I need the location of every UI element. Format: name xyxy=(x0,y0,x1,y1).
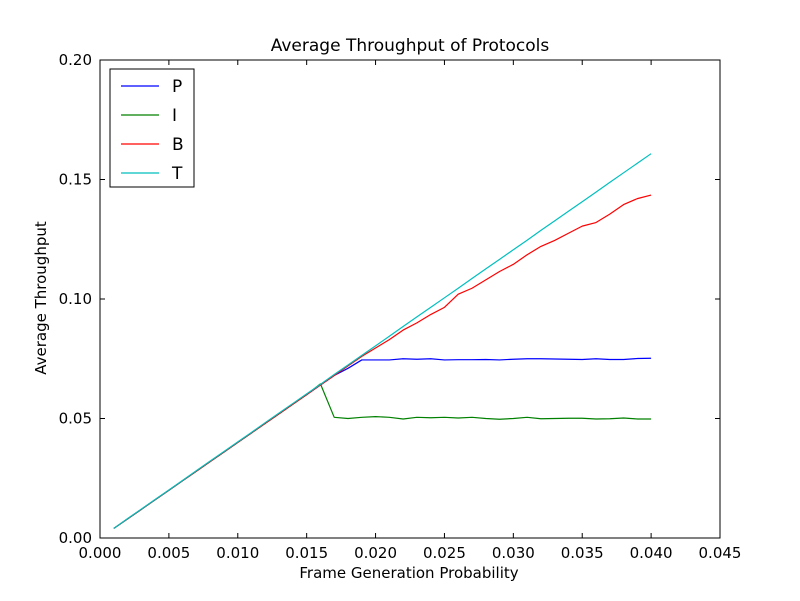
x-tick-label: 0.000 xyxy=(79,544,122,562)
x-tick-label: 0.015 xyxy=(285,544,328,562)
series-line-t xyxy=(113,153,652,529)
y-axis-label: Average Throughput xyxy=(32,221,50,375)
x-tick-label: 0.010 xyxy=(216,544,259,562)
plot-frame xyxy=(99,59,721,539)
x-tick-label: 0.030 xyxy=(492,544,535,562)
legend-label-p: P xyxy=(172,77,182,97)
y-tick-label: 0.10 xyxy=(59,290,92,308)
legend-label-b: B xyxy=(172,135,184,155)
legend-label-i: I xyxy=(172,106,177,126)
ticks-layer: 0.000 0.005 0.010 0.015 0.020 0.025 0.030 0.035… xyxy=(59,51,742,562)
series-layer xyxy=(113,153,652,529)
x-tick-label: 0.040 xyxy=(630,544,673,562)
legend-box xyxy=(109,68,195,188)
y-tick-label: 0.05 xyxy=(59,410,92,428)
x-axis-label: Frame Generation Probability xyxy=(299,564,518,582)
x-tick-label: 0.045 xyxy=(699,544,742,562)
legend-label-t: T xyxy=(171,164,183,184)
x-tick-label: 0.020 xyxy=(354,544,397,562)
x-tick-label: 0.035 xyxy=(561,544,604,562)
x-tick-label: 0.005 xyxy=(147,544,190,562)
chart-title: Average Throughput of Protocols xyxy=(271,36,550,56)
y-tick-label: 0.00 xyxy=(59,529,92,547)
y-tick-label: 0.20 xyxy=(59,51,92,69)
x-tick-label: 0.025 xyxy=(423,544,466,562)
y-tick-label: 0.15 xyxy=(59,171,92,189)
